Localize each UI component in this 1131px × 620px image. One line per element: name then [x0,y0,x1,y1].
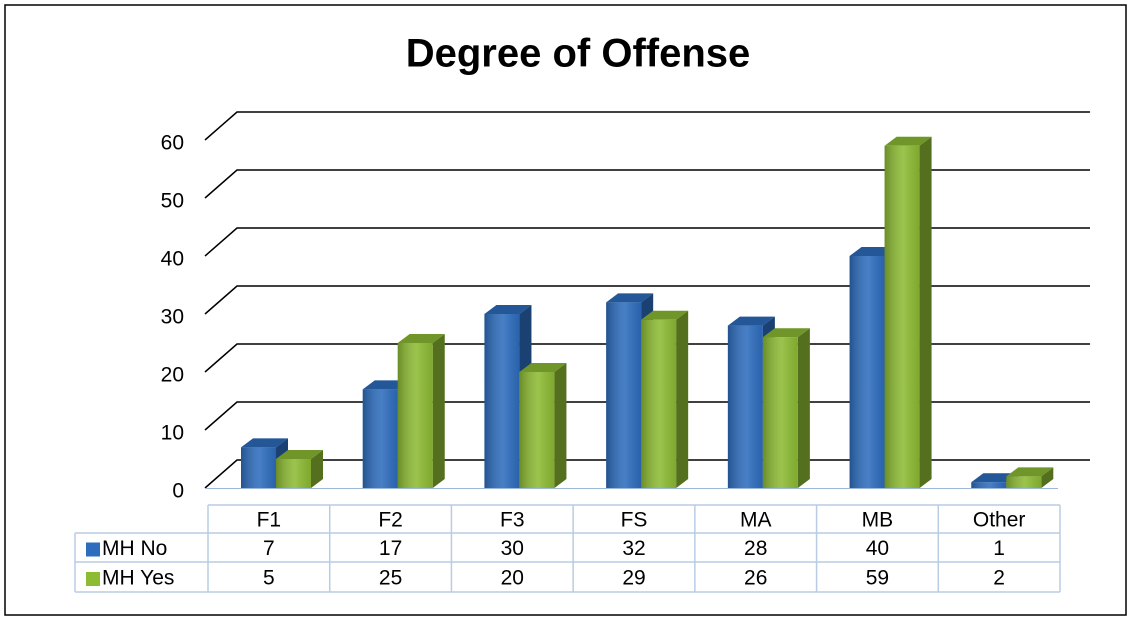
bar-top [241,438,288,448]
chart-border [4,4,1127,616]
legend-label: MH Yes [102,567,174,590]
table-value: 32 [622,537,645,560]
bar-side-shade [797,328,810,488]
y-tick-label: 60 [161,132,184,155]
bar-top-shade [276,450,323,459]
bar [519,363,567,488]
grid-line [204,285,1090,315]
bar-top [484,305,532,314]
bar-side-shade [919,136,932,489]
x-tick-label: F1 [257,509,282,532]
bar-top-shade [241,438,288,448]
table-value: 30 [501,537,524,560]
y-tick-label: 40 [161,248,184,271]
x-tick-label: MB [862,509,894,532]
bar-side [1041,467,1054,488]
y-tick-label: 30 [161,306,184,329]
table-value: 29 [622,567,645,590]
bar-front-shine [727,325,763,488]
bar [1006,467,1054,488]
bar [884,136,932,489]
bar-side [311,450,323,488]
bar-side [676,310,689,488]
table-value: 2 [993,567,1005,590]
y-tick-label: 20 [161,364,184,387]
table-value: 25 [379,567,402,590]
bar [762,328,810,488]
bar-front-shine [641,319,677,488]
y-tick-label: 0 [172,480,184,503]
table-value: 59 [866,567,889,590]
bar-front-shine [971,482,1007,488]
grid-line [204,227,1090,257]
bar-top-shade [484,305,532,314]
grid-line [204,111,1090,141]
table-value: 28 [744,537,767,560]
bar-side-shade [1041,467,1054,488]
bar-front-shine [762,337,798,488]
bar-side-shade [432,334,445,488]
table-value: 1 [993,537,1005,560]
bar-front-shine [849,256,885,488]
bar-top-shade [397,334,445,343]
chart-title: Degree of Offense [406,32,751,76]
bar-front-shine [519,372,555,488]
legend-swatch [86,542,100,557]
bar-front-shine [397,343,433,488]
bar-top [727,316,775,326]
bar-top [606,293,654,303]
bar [641,310,689,488]
bar-side-shade [554,363,567,488]
table-value: 40 [866,537,889,560]
bar-top [276,450,323,459]
legend-swatch [86,572,100,586]
bar-top-shade [606,293,654,303]
bar-top-shade [519,363,567,372]
bar-top-shade [884,136,932,146]
bar-top [884,136,932,146]
bar-top [519,363,567,372]
x-tick-label: F2 [378,509,403,532]
table-value: 7 [263,537,275,560]
bar-top [641,310,689,320]
legend-label: MH No [102,537,167,560]
table-value: 20 [501,567,524,590]
bar-front-shine [362,389,398,488]
x-tick-label: FS [621,509,648,532]
grid-line [204,169,1090,199]
bar-side [919,136,932,489]
table-value: 5 [263,567,275,590]
bar [397,334,445,488]
bar-side [797,328,810,488]
bar-top [397,334,445,343]
table-value: 26 [744,567,767,590]
y-tick-label: 50 [161,190,184,213]
bar-top-shade [641,310,689,320]
bar-top [1006,467,1054,477]
y-tick-label: 10 [161,422,184,445]
bar-front-shine [1006,476,1042,488]
bar-front-shine [606,302,642,488]
bar-top-shade [1006,467,1054,477]
x-tick-label: Other [973,509,1026,532]
bar-top-shade [762,328,810,338]
x-tick-label: F3 [500,509,525,532]
bar-side-shade [311,450,323,488]
bar-front-shine [241,447,276,488]
bar-top [762,328,810,338]
bar-front-shine [484,314,520,488]
bar-side-shade [676,310,689,488]
bar-front-shine [276,459,311,488]
table-value: 17 [379,537,402,560]
x-tick-label: MA [740,509,772,532]
bar-top-shade [727,316,775,326]
bar-front-shine [884,145,920,489]
bar-side [432,334,445,488]
bar-side [554,363,567,488]
bar [276,450,323,488]
